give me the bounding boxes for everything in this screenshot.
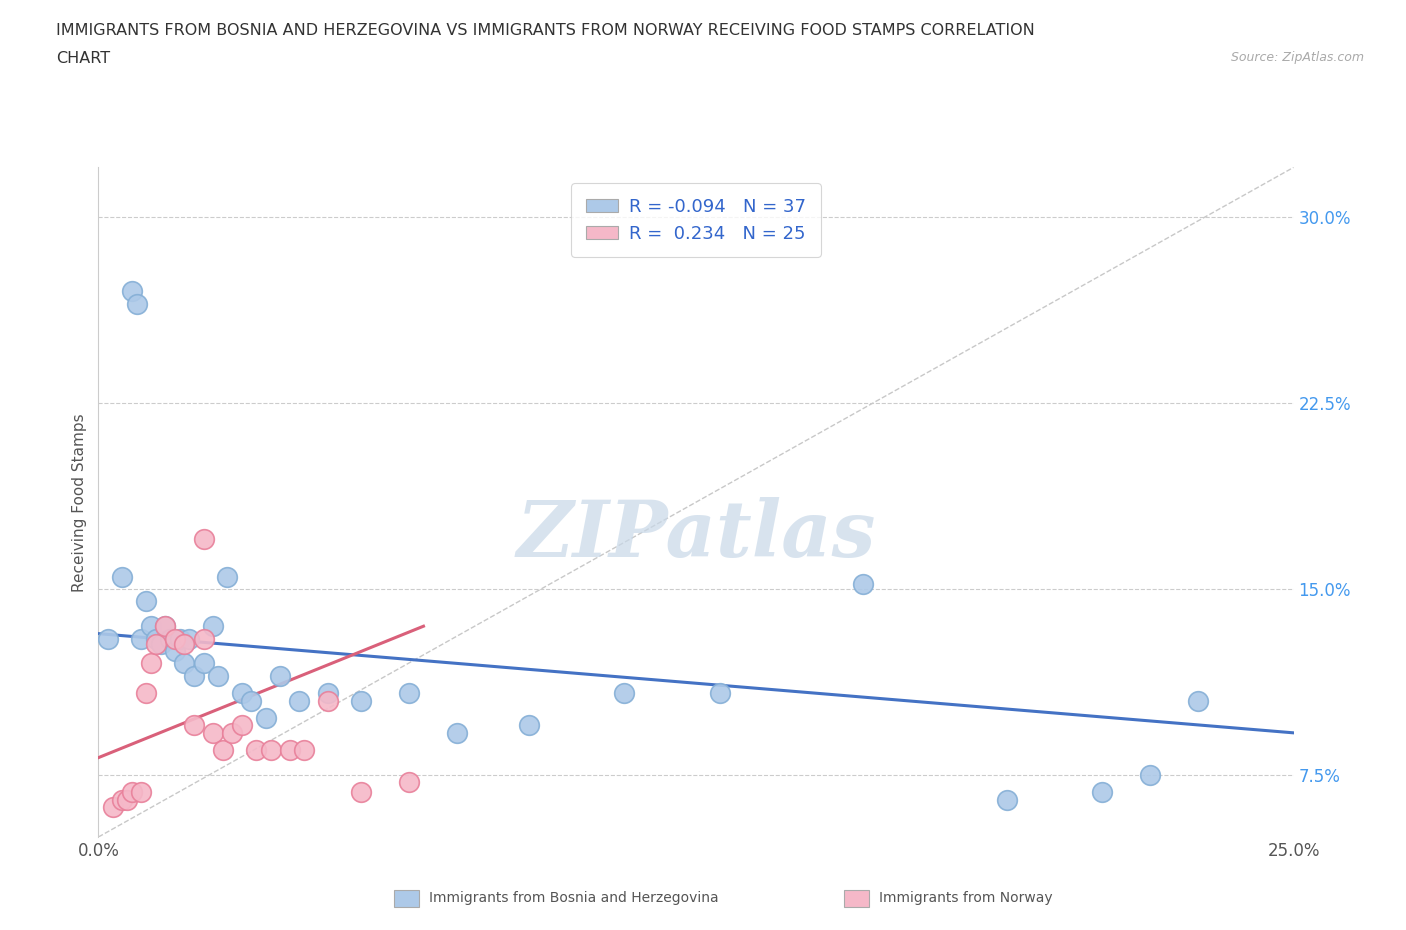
Point	[350, 693, 373, 708]
Point	[231, 685, 253, 700]
Text: Immigrants from Norway: Immigrants from Norway	[879, 891, 1052, 906]
Point	[517, 718, 540, 733]
Point	[245, 743, 267, 758]
Point	[613, 685, 636, 700]
Point	[193, 631, 215, 646]
Legend: R = -0.094   N = 37, R =  0.234   N = 25: R = -0.094 N = 37, R = 0.234 N = 25	[571, 183, 821, 257]
Point	[101, 800, 124, 815]
Point	[163, 631, 186, 646]
Point	[1187, 693, 1209, 708]
Point	[163, 644, 186, 658]
Point	[139, 656, 162, 671]
Text: ZIPatlas: ZIPatlas	[516, 498, 876, 574]
Point	[145, 631, 167, 646]
Point	[125, 297, 148, 312]
Point	[131, 785, 153, 800]
Point	[316, 693, 339, 708]
Point	[1091, 785, 1114, 800]
Point	[139, 618, 162, 633]
Point	[211, 743, 233, 758]
Point	[259, 743, 281, 758]
Text: IMMIGRANTS FROM BOSNIA AND HERZEGOVINA VS IMMIGRANTS FROM NORWAY RECEIVING FOOD : IMMIGRANTS FROM BOSNIA AND HERZEGOVINA V…	[56, 23, 1035, 38]
Point	[231, 718, 253, 733]
Point	[183, 669, 205, 684]
Text: Source: ZipAtlas.com: Source: ZipAtlas.com	[1230, 51, 1364, 64]
Point	[179, 631, 201, 646]
Point	[269, 669, 291, 684]
Point	[221, 725, 243, 740]
Point	[173, 656, 195, 671]
Point	[121, 284, 143, 299]
Point	[316, 685, 339, 700]
Point	[292, 743, 315, 758]
Point	[995, 792, 1018, 807]
Point	[173, 636, 195, 651]
Point	[1139, 767, 1161, 782]
Point	[446, 725, 468, 740]
Point	[131, 631, 153, 646]
Text: CHART: CHART	[56, 51, 110, 66]
Point	[145, 636, 167, 651]
Point	[97, 631, 120, 646]
Point	[398, 775, 420, 790]
Point	[202, 618, 225, 633]
Point	[169, 631, 191, 646]
Point	[135, 685, 157, 700]
Point	[709, 685, 731, 700]
Point	[135, 594, 157, 609]
Point	[207, 669, 229, 684]
Point	[159, 631, 181, 646]
Point	[111, 569, 134, 584]
Point	[149, 636, 172, 651]
Point	[183, 718, 205, 733]
Point	[155, 618, 177, 633]
Point	[193, 532, 215, 547]
Point	[350, 785, 373, 800]
Point	[278, 743, 301, 758]
Point	[193, 656, 215, 671]
Text: Immigrants from Bosnia and Herzegovina: Immigrants from Bosnia and Herzegovina	[429, 891, 718, 906]
Point	[288, 693, 311, 708]
Point	[155, 618, 177, 633]
Point	[111, 792, 134, 807]
Point	[115, 792, 138, 807]
Point	[217, 569, 239, 584]
Point	[254, 711, 277, 725]
Point	[398, 685, 420, 700]
Point	[240, 693, 263, 708]
Point	[121, 785, 143, 800]
Point	[852, 577, 875, 591]
Point	[202, 725, 225, 740]
Y-axis label: Receiving Food Stamps: Receiving Food Stamps	[72, 413, 87, 591]
